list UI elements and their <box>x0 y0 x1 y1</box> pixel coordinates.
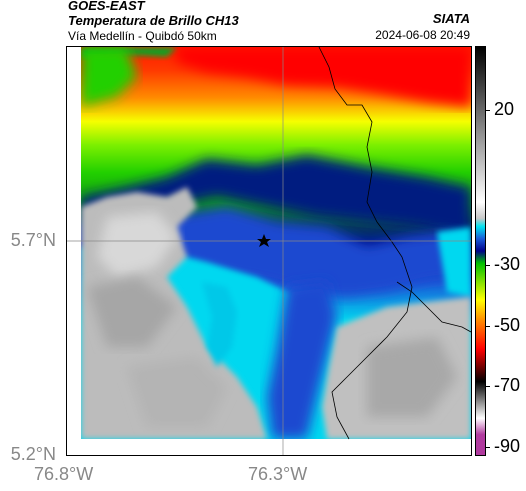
title-route: Vía Medellín - Quibdó 50km <box>68 29 217 43</box>
lon-label-right: 76.3°W <box>248 464 308 484</box>
colorbar-label: -70 <box>494 375 521 395</box>
border-line <box>331 286 413 440</box>
title-product: Temperatura de Brillo CH13 <box>68 13 239 28</box>
star-icon[interactable] <box>257 234 271 247</box>
colorbar-label: -50 <box>494 315 521 335</box>
colorbar-tick <box>486 386 490 387</box>
map-canvas <box>67 47 471 455</box>
colorbar-label: -90 <box>494 436 521 456</box>
lon-label-left: 76.8°W <box>34 464 94 484</box>
lat-label-bottom: 5.2°N <box>10 444 56 464</box>
colorbar-label: 20 <box>494 99 515 119</box>
lat-label-top: 5.7°N <box>10 230 56 250</box>
satellite-map[interactable] <box>66 46 472 456</box>
title-source: GOES-EAST <box>68 0 145 13</box>
colorbar <box>475 46 486 456</box>
colorbar-tick <box>486 265 490 266</box>
datetime-label: 2024-06-08 20:49 <box>375 28 470 42</box>
colorbar-tick <box>486 326 490 327</box>
colorbar-label: -30 <box>494 254 521 274</box>
border-line <box>318 47 413 288</box>
colorbar-tick <box>486 110 490 111</box>
organization-label: SIATA <box>432 11 470 26</box>
colorbar-tick <box>486 447 490 448</box>
border-line <box>396 281 471 333</box>
